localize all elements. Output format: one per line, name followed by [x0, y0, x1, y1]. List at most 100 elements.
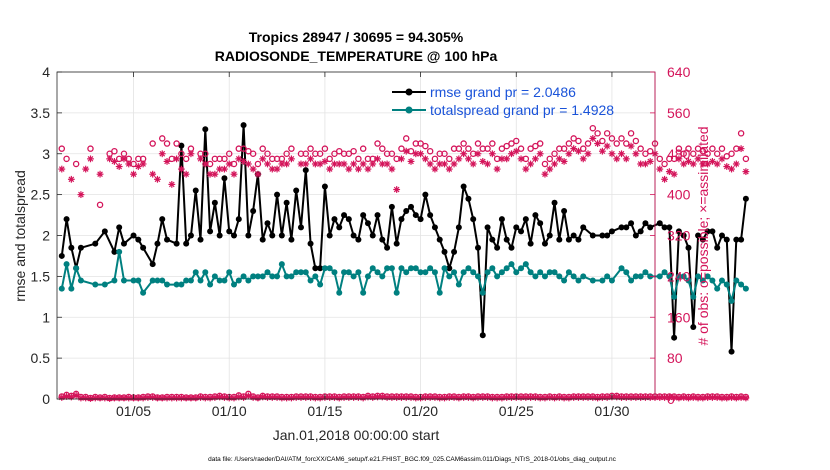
totalspread-point: [197, 277, 204, 284]
asterisk-stroke: [599, 148, 606, 155]
possible-obs-point: [345, 150, 353, 157]
totalspread-point: [451, 269, 458, 276]
assimilated-obs-point: [584, 150, 592, 158]
assimilated-obs-point: [685, 158, 692, 165]
rmse-point: [360, 212, 367, 219]
rmse-point: [575, 236, 582, 243]
rmse-point: [695, 232, 702, 239]
totalspread-point: [403, 269, 410, 276]
assimilated-obs-point: [570, 145, 578, 153]
rmse-point: [278, 232, 285, 239]
rmse-point: [527, 240, 534, 247]
possible-obs-point: [661, 160, 668, 168]
possible-obs-point: [283, 150, 290, 157]
totalspread-point: [288, 273, 295, 280]
asterisk-stroke: [279, 161, 285, 167]
rmse-point: [216, 232, 223, 239]
asterisk-stroke: [499, 156, 505, 162]
totalspread-point: [723, 281, 730, 288]
rmse-point: [226, 228, 233, 235]
asterisk-stroke: [700, 161, 706, 167]
rmse-point: [231, 232, 238, 239]
assimilated-obs-point: [450, 160, 458, 168]
rmse-point: [164, 236, 171, 243]
asterisk-stroke: [618, 150, 625, 157]
totalspread-point: [173, 281, 180, 288]
asterisk-stroke: [656, 166, 663, 172]
asterisk-stroke: [594, 140, 601, 147]
totalspread-point: [661, 269, 668, 276]
rmse-point: [202, 126, 209, 133]
asterisk-stroke: [738, 394, 744, 401]
possible-obs-point: [642, 150, 649, 157]
asterisk-stroke: [671, 171, 677, 178]
rmse-point: [608, 228, 615, 235]
asterisk-stroke: [714, 394, 721, 401]
possible-obs-point: [680, 150, 687, 157]
totalspread-point: [666, 273, 673, 280]
totalspread-point: [656, 273, 663, 280]
assimilated-obs-point: [417, 150, 424, 158]
asterisk-stroke: [714, 161, 721, 167]
rmse-point: [513, 224, 520, 231]
rmse-point: [187, 232, 194, 239]
totalspread-point: [599, 277, 606, 284]
assimilated-obs-point: [393, 186, 401, 193]
assimilated-obs-near-zero--point: [182, 394, 190, 402]
assimilated-obs-near-zero--point: [359, 394, 367, 402]
assimilated-obs-point: [201, 160, 209, 168]
possible-obs-point: [254, 160, 262, 168]
rmse-point: [317, 265, 324, 272]
assimilated-obs-near-zero--point: [254, 394, 262, 402]
asterisk-stroke: [633, 150, 639, 157]
totalspread-point: [580, 273, 587, 280]
rmse-point: [92, 240, 99, 247]
rmse-point: [326, 232, 333, 239]
asterisk-stroke: [656, 394, 663, 401]
asterisk-stroke: [556, 156, 563, 162]
asterisk-stroke: [542, 171, 548, 178]
totalspread-point: [642, 269, 649, 276]
rmse-point: [699, 236, 706, 243]
assimilated-obs-point: [359, 160, 367, 168]
rmse-point: [570, 232, 577, 239]
totalspread-point: [187, 277, 194, 284]
y-right-tick-label: 240: [667, 268, 691, 284]
rmse-point: [393, 240, 400, 247]
assimilated-obs-point: [316, 160, 324, 168]
asterisk-stroke: [412, 395, 419, 401]
asterisk-stroke: [183, 395, 189, 401]
chart-subtitle: RADIOSONDE_TEMPERATURE @ 100 hPa: [215, 48, 498, 64]
totalspread-point: [140, 289, 147, 296]
asterisk-stroke: [58, 166, 65, 172]
asterisk-stroke: [398, 156, 405, 162]
totalspread-point: [494, 273, 501, 280]
assimilated-obs-point: [240, 158, 247, 165]
assimilated-obs-point: [527, 160, 535, 168]
legend-rmse-label: rmse grand pr = 2.0486: [430, 84, 576, 100]
totalspread-point: [77, 277, 84, 284]
asterisk-stroke: [738, 145, 744, 152]
assimilated-obs-point: [354, 165, 362, 173]
possible-obs-point: [546, 155, 554, 163]
y-right-tick-label: 160: [667, 309, 691, 325]
asterisk-stroke: [355, 166, 362, 172]
asterisk-stroke: [374, 394, 381, 400]
rmse-point: [704, 228, 711, 235]
asterisk-stroke: [192, 395, 199, 401]
assimilated-obs-point: [613, 155, 621, 163]
assimilated-obs-point: [115, 163, 123, 170]
possible-obs-point: [498, 145, 506, 152]
rmse-point: [412, 212, 419, 219]
asterisk-stroke: [264, 161, 271, 167]
asterisk-stroke: [283, 161, 290, 167]
assimilated-obs-point: [594, 140, 601, 147]
asterisk-stroke: [661, 394, 668, 401]
rmse-point: [441, 248, 448, 255]
y-left-tick-label: 0: [42, 391, 50, 407]
asterisk-stroke: [451, 161, 457, 167]
totalspread-point: [546, 269, 553, 276]
assimilated-obs-point: [732, 160, 740, 168]
asterisk-stroke: [250, 166, 256, 172]
possible-obs-point: [149, 140, 156, 147]
